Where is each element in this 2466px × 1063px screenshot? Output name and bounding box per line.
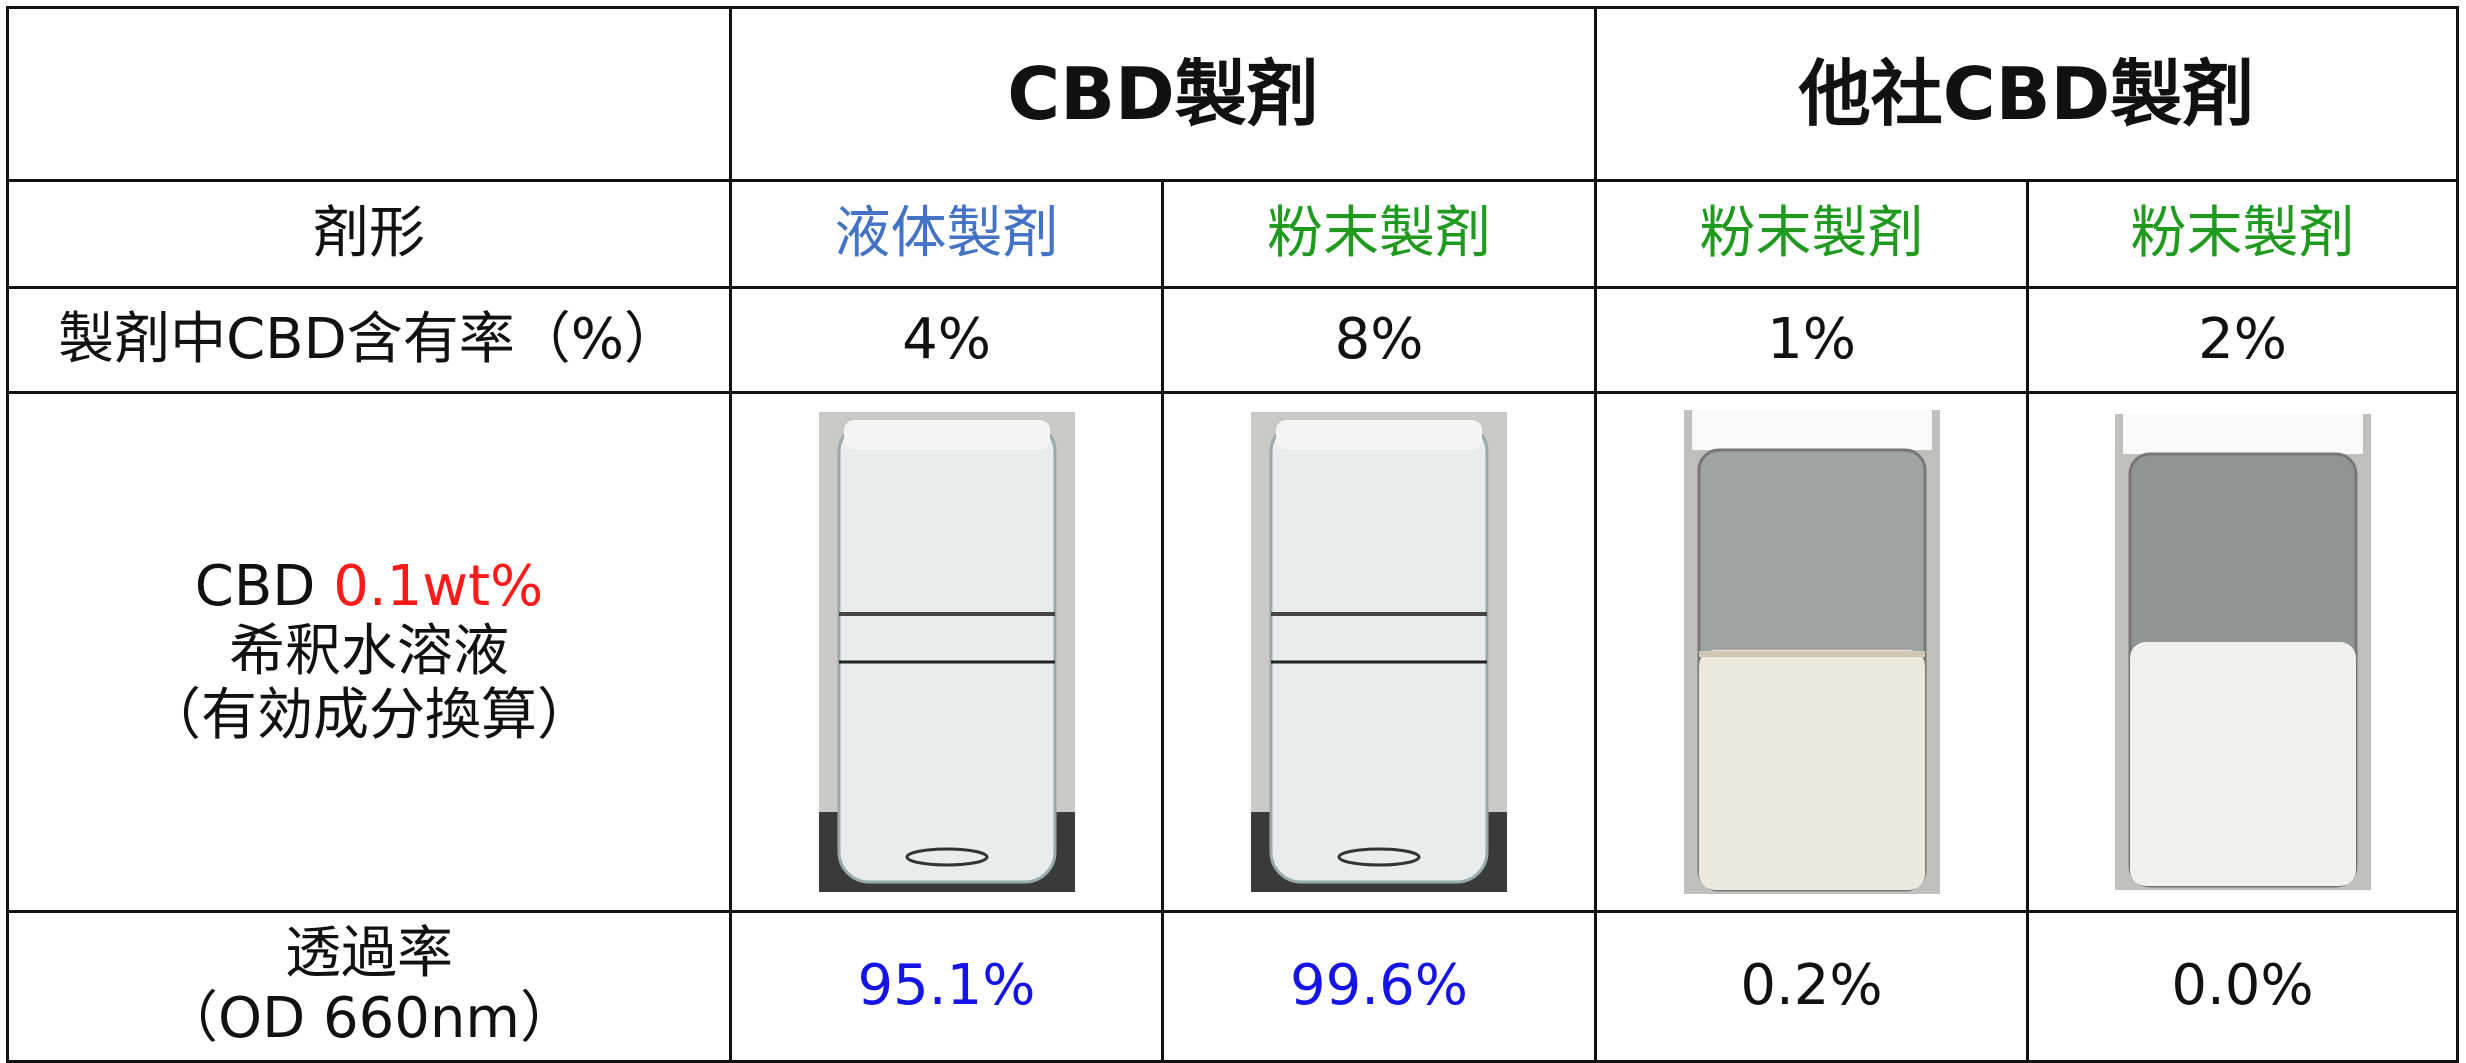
label-highlight: 0.1wt% — [333, 554, 543, 619]
row-label: 剤形 — [8, 181, 731, 288]
cell: 0.0% — [2028, 912, 2458, 1062]
clear-vial — [1251, 412, 1507, 892]
label-line: CBD 0.1wt% — [9, 555, 729, 619]
photo-cell — [1163, 393, 1596, 912]
empty-cell — [8, 8, 731, 181]
cell: 1% — [1596, 288, 2028, 393]
cell: 液体製剤 — [731, 181, 1163, 288]
photo-cell — [731, 393, 1163, 912]
row: 透過率 （OD 660nm） 95.1% 99.6% 0.2% 0.0% — [8, 912, 2458, 1062]
cell: 粉末製剤 — [1596, 181, 2028, 288]
row-label: 製剤中CBD含有率（%） — [8, 288, 731, 393]
cell: 2% — [2028, 288, 2458, 393]
clear-vial — [819, 412, 1075, 892]
label-text: CBD — [195, 554, 316, 619]
label-line: （OD 660nm） — [9, 987, 729, 1051]
row: 製剤中CBD含有率（%） 4% 8% 1% 2% — [8, 288, 2458, 393]
label-line: 希釈水溶液 — [9, 620, 729, 684]
comparison-table: CBD製剤 他社CBD製剤 剤形 液体製剤 粉末製剤 粉末製剤 粉末製剤 製剤中… — [6, 6, 2459, 1063]
cell: 4% — [731, 288, 1163, 393]
milky-vial — [1684, 410, 1940, 894]
cell: 99.6% — [1163, 912, 1596, 1062]
row: 剤形 液体製剤 粉末製剤 粉末製剤 粉末製剤 — [8, 181, 2458, 288]
page: CBD製剤 他社CBD製剤 剤形 液体製剤 粉末製剤 粉末製剤 粉末製剤 製剤中… — [0, 0, 2466, 1062]
cell: 8% — [1163, 288, 1596, 393]
header-row: CBD製剤 他社CBD製剤 — [8, 8, 2458, 181]
cell: 95.1% — [731, 912, 1163, 1062]
photo-cell — [2028, 393, 2458, 912]
row-label: CBD 0.1wt% 希釈水溶液 （有効成分換算） — [8, 393, 731, 912]
label-line: （有効成分換算） — [9, 684, 729, 748]
milky-vial — [2115, 414, 2371, 890]
group-header: CBD製剤 — [731, 8, 1596, 181]
row-label: 透過率 （OD 660nm） — [8, 912, 731, 1062]
cell: 粉末製剤 — [1163, 181, 1596, 288]
photo-cell — [1596, 393, 2028, 912]
label-line: 透過率 — [9, 922, 729, 986]
cell: 粉末製剤 — [2028, 181, 2458, 288]
cell: 0.2% — [1596, 912, 2028, 1062]
group-header: 他社CBD製剤 — [1596, 8, 2458, 181]
row: CBD 0.1wt% 希釈水溶液 （有効成分換算） — [8, 393, 2458, 912]
